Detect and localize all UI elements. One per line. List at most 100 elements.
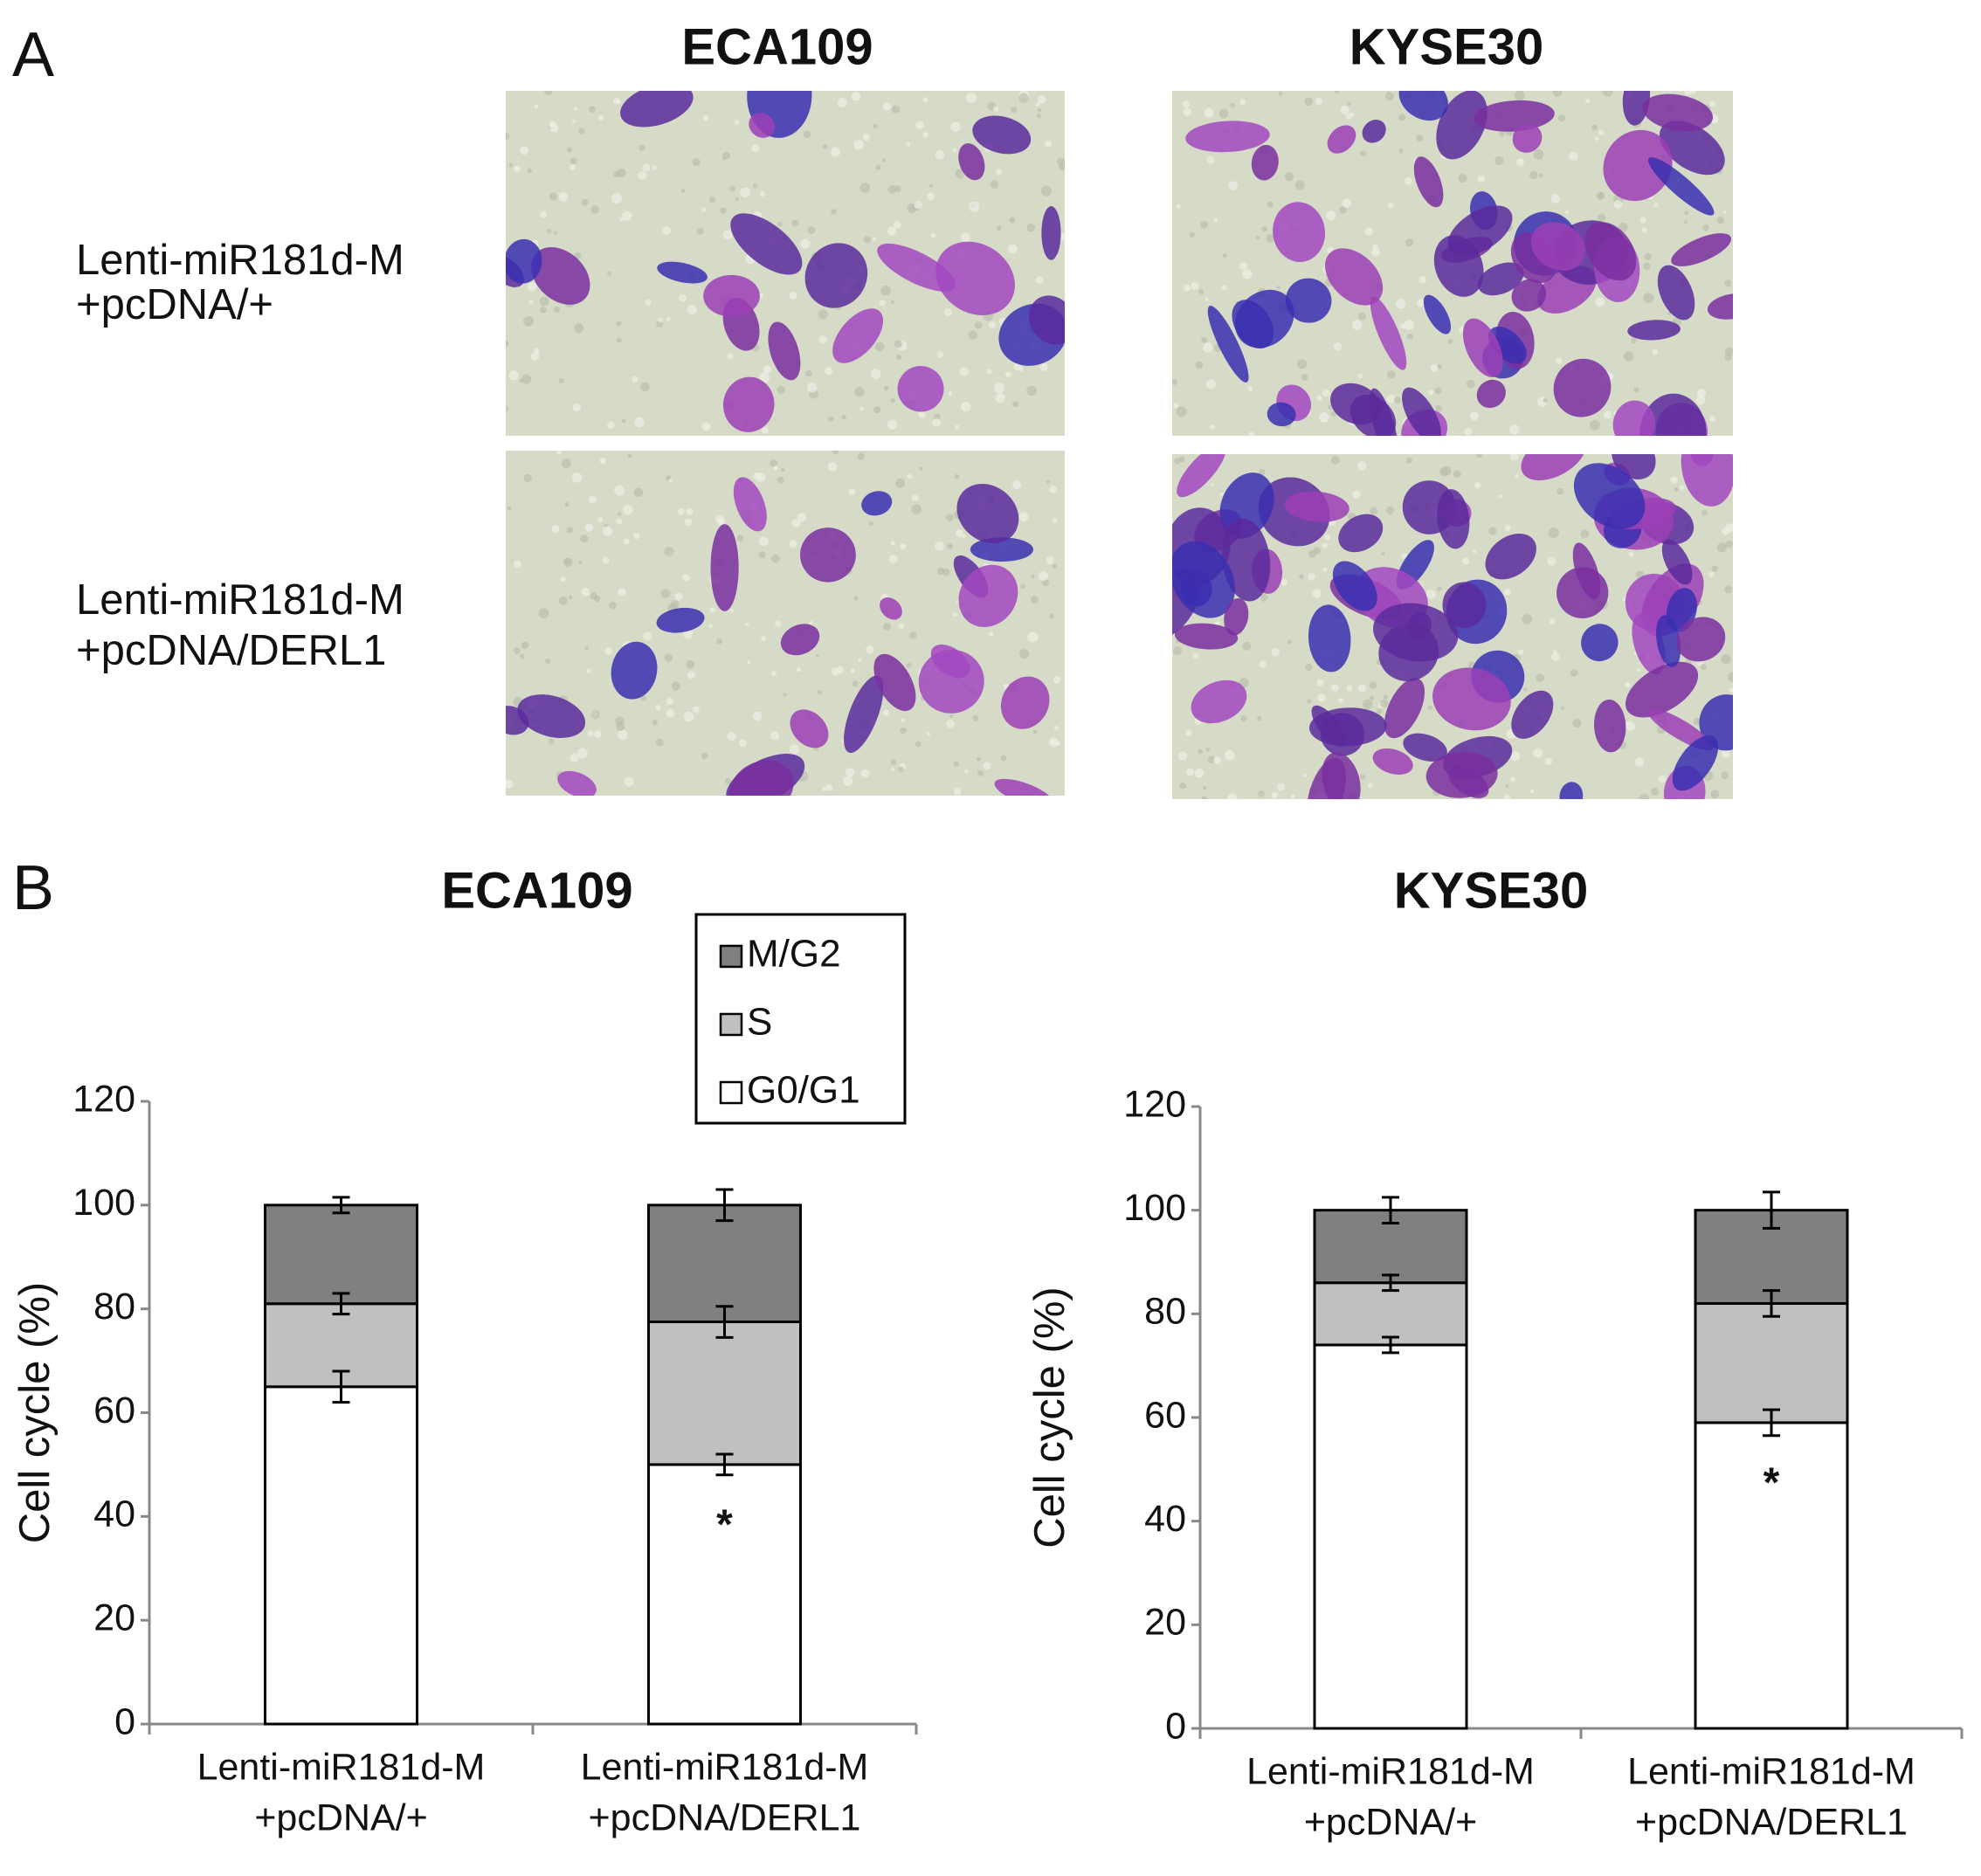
texture bbox=[1498, 494, 1502, 499]
texture bbox=[660, 589, 671, 598]
texture bbox=[808, 620, 813, 625]
texture bbox=[1000, 755, 1007, 762]
texture bbox=[1623, 351, 1634, 362]
texture bbox=[751, 143, 760, 153]
texture bbox=[558, 192, 569, 202]
y-tick-label: 60 bbox=[93, 1390, 135, 1431]
cell bbox=[1612, 454, 1656, 479]
texture bbox=[1330, 410, 1337, 417]
cell bbox=[1442, 582, 1487, 628]
texture bbox=[1595, 297, 1605, 307]
texture bbox=[854, 386, 865, 397]
texture bbox=[797, 513, 807, 522]
texture bbox=[962, 535, 966, 539]
texture bbox=[1724, 279, 1732, 287]
texture bbox=[1357, 373, 1363, 379]
texture bbox=[1284, 171, 1294, 182]
texture bbox=[803, 130, 811, 139]
texture bbox=[996, 169, 1003, 176]
cell bbox=[1177, 454, 1226, 498]
texture bbox=[633, 533, 640, 540]
y-axis-title: Cell cycle (%) bbox=[11, 1282, 59, 1543]
texture bbox=[1259, 660, 1267, 668]
texture bbox=[898, 624, 905, 630]
texture bbox=[1722, 210, 1727, 214]
texture bbox=[1504, 525, 1511, 532]
texture bbox=[1543, 397, 1548, 403]
texture bbox=[716, 638, 722, 645]
texture bbox=[580, 535, 589, 543]
texture bbox=[1202, 785, 1207, 790]
texture bbox=[1613, 200, 1623, 209]
texture bbox=[1222, 253, 1227, 259]
cell bbox=[1559, 782, 1584, 799]
texture bbox=[570, 157, 577, 164]
texture bbox=[1597, 191, 1605, 200]
y-tick-label: 40 bbox=[1144, 1498, 1186, 1540]
texture bbox=[1603, 410, 1612, 419]
texture bbox=[1639, 217, 1646, 224]
cell bbox=[1432, 667, 1511, 731]
texture bbox=[1428, 390, 1434, 396]
texture bbox=[890, 300, 894, 304]
texture bbox=[1248, 431, 1254, 436]
texture bbox=[756, 472, 766, 482]
texture bbox=[1322, 542, 1328, 548]
legend-label: G0/G1 bbox=[747, 1069, 860, 1112]
cell bbox=[780, 624, 820, 656]
texture bbox=[908, 631, 917, 639]
texture bbox=[1379, 699, 1389, 708]
cell bbox=[1707, 293, 1733, 320]
texture bbox=[666, 317, 671, 321]
texture bbox=[599, 458, 606, 465]
texture bbox=[1338, 698, 1344, 703]
texture bbox=[643, 631, 652, 641]
texture bbox=[1556, 357, 1563, 365]
texture bbox=[747, 660, 751, 665]
texture bbox=[1305, 664, 1313, 672]
texture bbox=[1009, 217, 1016, 224]
texture bbox=[1572, 719, 1582, 728]
texture bbox=[1701, 509, 1708, 516]
panel-label: A bbox=[12, 20, 54, 90]
texture bbox=[523, 315, 534, 327]
cell bbox=[1423, 294, 1452, 335]
texture bbox=[807, 226, 816, 235]
texture bbox=[564, 501, 569, 507]
legend-swatch bbox=[719, 1080, 743, 1105]
texture bbox=[1036, 113, 1042, 119]
cell bbox=[1671, 233, 1732, 266]
texture bbox=[551, 524, 560, 533]
texture bbox=[1266, 234, 1275, 243]
texture bbox=[1580, 529, 1590, 539]
cell bbox=[733, 477, 767, 532]
texture bbox=[572, 403, 582, 412]
cell bbox=[1603, 129, 1673, 202]
texture bbox=[1556, 487, 1564, 495]
cell bbox=[620, 91, 694, 128]
texture bbox=[914, 200, 922, 210]
texture bbox=[1317, 693, 1326, 702]
texture bbox=[1547, 556, 1556, 566]
texture bbox=[758, 551, 766, 558]
texture bbox=[586, 668, 591, 673]
texture bbox=[714, 514, 724, 524]
texture bbox=[632, 376, 638, 383]
error-bar bbox=[332, 1369, 350, 1404]
cell bbox=[1672, 735, 1719, 791]
texture bbox=[1277, 783, 1286, 791]
texture bbox=[556, 451, 563, 455]
texture bbox=[597, 516, 604, 523]
texture bbox=[1278, 91, 1283, 96]
texture bbox=[1692, 91, 1696, 94]
texture bbox=[1548, 528, 1559, 538]
texture bbox=[880, 285, 891, 296]
texture bbox=[1219, 492, 1224, 496]
texture bbox=[574, 323, 584, 334]
texture bbox=[1340, 105, 1349, 114]
texture bbox=[890, 541, 895, 546]
cell bbox=[1485, 533, 1536, 580]
texture bbox=[521, 641, 529, 650]
texture bbox=[1316, 395, 1322, 401]
